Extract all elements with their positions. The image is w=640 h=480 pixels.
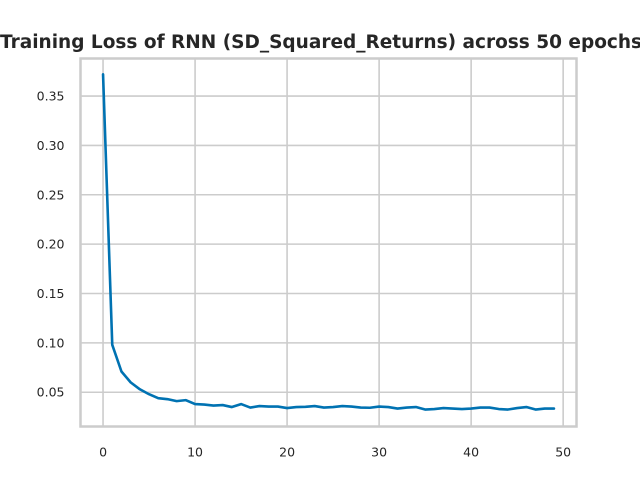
x-tick-label: 50 bbox=[555, 445, 571, 460]
x-tick-label: 40 bbox=[463, 445, 479, 460]
plot-frame bbox=[79, 57, 578, 428]
y-tick-label: 0.35 bbox=[37, 89, 65, 104]
x-tick-labels: 0 10 20 30 40 50 bbox=[99, 445, 571, 460]
y-tick-label: 0.20 bbox=[37, 237, 65, 252]
y-tick-label: 0.15 bbox=[37, 286, 65, 301]
x-tick-label: 30 bbox=[371, 445, 387, 460]
y-tick-label: 0.10 bbox=[37, 335, 65, 350]
grid-lines bbox=[80, 58, 577, 427]
series-layer bbox=[101, 73, 556, 411]
y-tick-labels: 0.05 0.10 0.15 0.20 0.25 0.30 0.35 bbox=[37, 89, 65, 400]
x-tick-label: 20 bbox=[279, 445, 295, 460]
y-tick-label: 0.05 bbox=[37, 385, 65, 400]
loss-series-line bbox=[101, 73, 556, 411]
chart-title: Training Loss of RNN (SD_Squared_Returns… bbox=[0, 32, 640, 53]
y-tick-label: 0.25 bbox=[37, 187, 65, 202]
y-tick-label: 0.30 bbox=[37, 138, 65, 153]
x-tick-label: 0 bbox=[99, 445, 107, 460]
x-tick-label: 10 bbox=[187, 445, 203, 460]
